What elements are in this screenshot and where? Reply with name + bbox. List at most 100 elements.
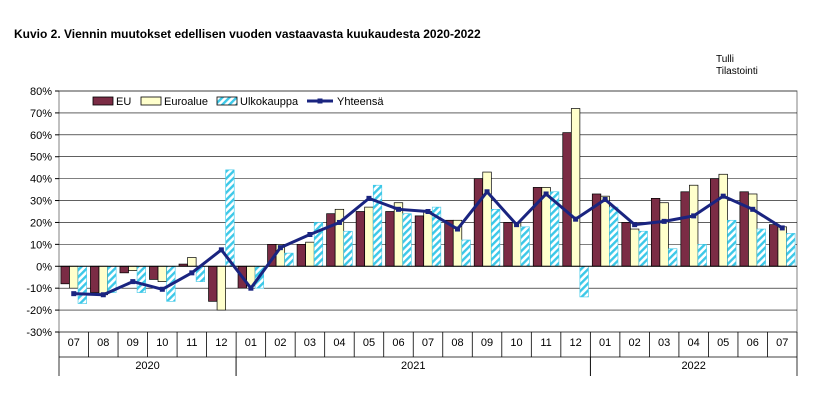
legend-swatch-eu <box>92 96 114 106</box>
bar-euroalue <box>364 206 374 267</box>
total-point <box>336 219 342 225</box>
bar-euroalue <box>748 193 758 267</box>
x-tick-label: 10 <box>510 337 522 349</box>
x-tick-label: 01 <box>599 337 611 349</box>
bar-eu <box>355 211 366 267</box>
y-tick-label: -20% <box>26 305 52 317</box>
bar-ulkokauppa <box>520 226 530 267</box>
bars <box>60 108 796 311</box>
bar-eu <box>208 265 218 302</box>
y-tick-label: 50% <box>30 152 52 164</box>
bar-eu <box>680 191 690 267</box>
x-tick-label: 07 <box>422 337 434 349</box>
bar-ulkokauppa <box>136 265 146 293</box>
y-tick-label: 80% <box>30 86 52 98</box>
bar-eu <box>414 215 425 267</box>
x-tick-label: 08 <box>451 337 463 349</box>
total-point <box>455 226 461 232</box>
bar-eu <box>562 132 572 267</box>
total-point <box>395 206 401 212</box>
bar-ulkokauppa <box>372 184 383 267</box>
year-label: 2020 <box>135 360 159 372</box>
legend-label-yhteensa: Yhteensä <box>337 96 384 108</box>
total-point <box>130 279 136 285</box>
bar-eu <box>60 265 70 285</box>
bar-ulkokauppa <box>727 219 737 267</box>
y-tick-label: 60% <box>30 130 52 142</box>
legend-label-ulkokauppa: Ulkokauppa <box>240 96 299 108</box>
x-tick-label: 07 <box>68 337 80 349</box>
bar-eu <box>650 198 661 267</box>
x-tick-label: 11 <box>540 337 551 349</box>
total-point <box>720 193 726 199</box>
bar-eu <box>326 213 336 267</box>
total-point <box>248 285 254 291</box>
bar-euroalue <box>187 257 197 267</box>
bar-ulkokauppa <box>284 252 294 267</box>
y-tick-label: 70% <box>30 108 52 120</box>
legend-swatch-euroalue <box>140 96 162 106</box>
total-point <box>277 245 283 251</box>
bar-eu <box>90 265 100 293</box>
total-point <box>425 209 431 214</box>
bar-ulkokauppa <box>225 169 235 267</box>
y-tick-label: -10% <box>26 283 52 295</box>
bar-euroalue <box>630 228 640 267</box>
bar-eu <box>769 224 779 267</box>
x-tick-label: 04 <box>333 337 345 349</box>
total-line-series <box>71 189 785 298</box>
x-tick-label: 07 <box>776 337 788 349</box>
total-point <box>602 196 608 202</box>
x-tick-label: 06 <box>392 337 404 349</box>
bar-euroalue <box>305 241 315 267</box>
x-tick-label: 03 <box>658 337 670 349</box>
bar-euroalue <box>334 208 345 267</box>
bar-eu <box>473 178 484 267</box>
bar-euroalue <box>718 173 728 267</box>
bar-ulkokauppa <box>697 244 707 267</box>
bar-ulkokauppa <box>638 230 648 267</box>
x-tick-label: 12 <box>215 337 227 349</box>
bar-euroalue <box>777 226 787 267</box>
bar-euroalue <box>482 171 492 267</box>
x-tick-label: 06 <box>747 337 759 349</box>
legend-swatch-ulkokauppa <box>216 96 238 106</box>
total-point <box>514 222 520 228</box>
bar-ulkokauppa <box>491 209 501 267</box>
y-tick-label: 30% <box>30 196 52 208</box>
bar-euroalue <box>98 265 108 296</box>
year-label: 2021 <box>401 360 425 372</box>
bar-euroalue <box>511 222 522 267</box>
total-point <box>366 195 372 201</box>
total-point <box>218 247 224 253</box>
year-label: 2022 <box>681 360 705 372</box>
legend-marker-yhteensa <box>317 98 323 104</box>
total-point <box>71 291 77 297</box>
bar-euroalue <box>600 195 610 267</box>
bar-euroalue <box>69 265 79 289</box>
source-line-1: Tulli <box>716 54 734 65</box>
total-point <box>691 213 697 219</box>
gridlines <box>59 90 797 333</box>
x-tick-label: 05 <box>717 337 729 349</box>
bar-ulkokauppa <box>786 233 796 267</box>
total-point <box>661 218 667 224</box>
y-axis-ticks: 80% 70% 60% 50% 40% 30% 20% 10% 0% -10% -20% -30% <box>26 86 59 339</box>
bar-eu <box>149 265 159 280</box>
legend-label-eu: EU <box>116 96 131 108</box>
bar-eu <box>710 178 720 267</box>
bar-ulkokauppa <box>756 228 766 267</box>
x-axis: 07 08 09 10 11 12 01 02 03 04 05 06 07 08 09 10 11 12 01 02… <box>58 332 798 376</box>
x-tick-label: 03 <box>304 337 316 349</box>
y-tick-label: -30% <box>26 327 52 339</box>
total-point <box>307 232 313 238</box>
total-point <box>750 206 756 212</box>
bar-euroalue <box>689 184 699 267</box>
bar-euroalue <box>157 265 167 282</box>
y-tick-label: 10% <box>30 239 52 251</box>
bar-ulkokauppa <box>668 248 678 267</box>
bar-euroalue <box>216 265 226 311</box>
x-tick-label: 02 <box>629 337 641 349</box>
total-point <box>189 270 195 276</box>
